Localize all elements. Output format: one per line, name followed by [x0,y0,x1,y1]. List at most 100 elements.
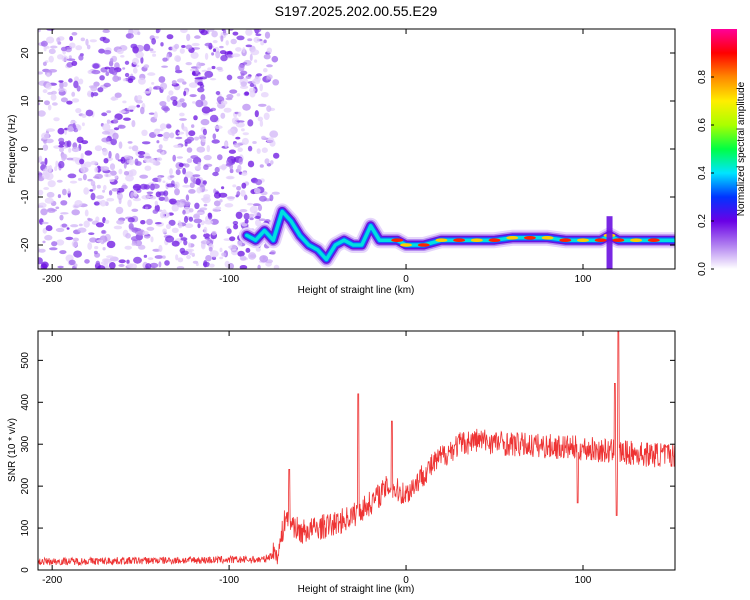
noise-blob [112,132,119,140]
noise-blob [48,55,54,63]
noise-blob [261,135,266,140]
noise-blob [78,177,83,181]
top-x-tick-label: 100 [575,274,592,285]
noise-blob [224,203,234,208]
noise-blob [178,162,184,168]
noise-blob [255,33,262,37]
noise-blob [229,236,236,242]
noise-blob [75,45,83,51]
noise-blob [55,160,59,168]
bottom-x-axis-label: Height of straight line (km) [298,584,415,595]
noise-blob [168,219,176,226]
top-x-ticks: -200 -100 0 100 [42,29,592,285]
noise-blob [102,29,110,33]
noise-blob [109,163,116,171]
noise-blob [58,87,65,93]
ridge-peak [506,236,519,240]
noise-blob [117,124,126,129]
noise-blob [133,240,143,247]
noise-blob [123,155,133,160]
noise-blob [228,149,236,154]
noise-blob [176,156,183,159]
noise-blob [99,75,105,81]
noise-blob [211,30,218,38]
noise-blob [209,250,219,258]
noise-blob [71,60,78,66]
noise-blob [59,214,64,221]
noise-blob [59,147,64,153]
noise-blob [259,83,264,92]
noise-blob [119,110,126,114]
noise-blob [235,211,243,219]
noise-blob [174,181,180,189]
noise-blob [174,188,180,196]
noise-blob [42,240,46,244]
noise-blob [131,242,136,246]
noise-blob [179,112,185,117]
noise-blob [192,260,199,264]
noise-blob [247,202,254,206]
top-x-tick-label: -100 [219,274,239,285]
noise-blob [232,220,239,226]
noise-blob [181,102,187,108]
noise-blob [236,93,241,97]
noise-blob [264,158,270,165]
noise-blob [183,239,188,246]
noise-blob [177,257,184,263]
noise-blob [55,206,60,210]
noise-blob [217,154,223,161]
noise-blob [182,184,191,188]
noise-blob [202,196,211,204]
bottom-y-tick-label: 400 [20,394,31,411]
noise-blob [235,136,241,140]
noise-blob [103,184,107,191]
noise-blob [178,222,183,229]
noise-blob [70,224,79,228]
noise-blob [65,236,74,241]
top-y-ticks: -20 -10 0 10 20 [20,47,675,252]
noise-blob [104,66,111,70]
noise-blob [72,122,76,129]
noise-blob [115,153,120,161]
bottom-x-tick-label: 100 [575,575,592,586]
noise-blob [106,119,111,124]
noise-blob [44,100,50,106]
noise-blob [143,64,150,69]
noise-blob [121,184,128,190]
noise-blob [83,220,90,228]
noise-blob [242,62,248,65]
top-y-tick-label: -10 [20,189,31,204]
top-y-tick-label: 20 [20,47,31,59]
noise-blob [101,230,106,234]
noise-blob [241,128,245,132]
noise-blob [57,265,64,269]
noise-blob [263,112,270,121]
noise-blob [101,130,111,135]
noise-blob [208,263,215,268]
noise-blob [218,165,228,170]
noise-blob [223,32,228,36]
noise-blob [96,195,105,200]
noise-blob [186,158,193,164]
noise-blob [38,71,43,75]
noise-blob [52,102,58,106]
noise-blob [238,157,243,165]
colorbar-label: Normalized spectral amplitude [736,81,747,216]
noise-blob [169,168,173,176]
ridge-peak [630,238,643,242]
noise-blob [189,252,195,256]
noise-blob [166,34,174,40]
noise-blob [102,189,106,193]
noise-blob [202,180,207,185]
colorbar-ticks: 0.0 0.2 0.4 0.6 0.8 [697,70,714,276]
noise-blob [205,255,212,262]
noise-blob [179,247,186,254]
noise-blob [152,161,157,166]
noise-blob [71,98,80,103]
noise-blob [226,228,232,235]
noise-blob [60,212,69,215]
noise-blob [45,165,51,173]
noise-blob [116,48,124,55]
noise-blob [133,256,142,264]
noise-blob [237,240,243,247]
